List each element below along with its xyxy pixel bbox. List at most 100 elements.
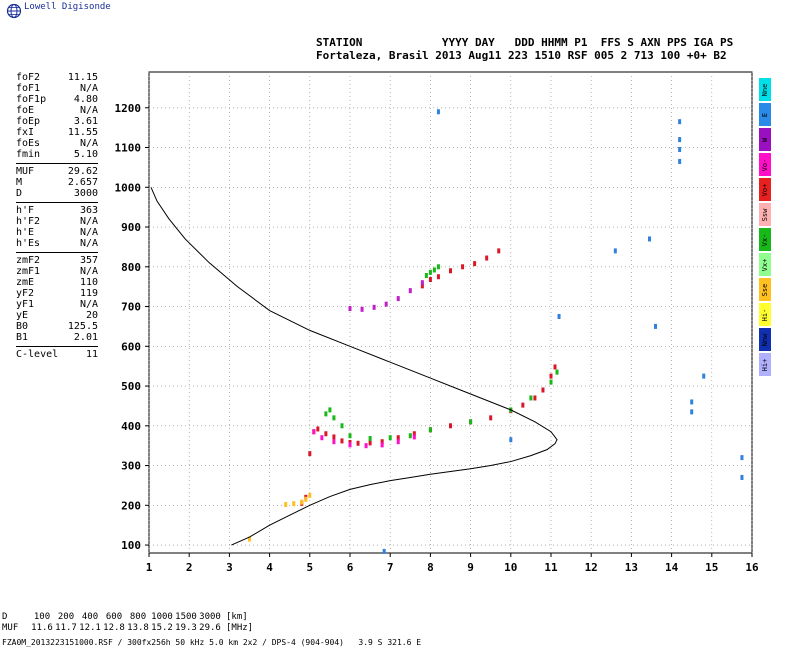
legend-swatch: E (759, 103, 771, 126)
legend-label: Vo+ (761, 183, 769, 196)
legend-swatch: Vo- (759, 153, 771, 176)
echo-point (428, 277, 432, 283)
muf-distance-table: D 100 200 400 600 800 1000 1500 3000 [km… (2, 612, 266, 634)
legend-label: Nnw (761, 333, 769, 346)
param-row: MUF 29.62 (16, 166, 98, 177)
param-row: foF2 11.15 (16, 72, 98, 83)
echo-point (690, 409, 694, 415)
echo-point (324, 411, 328, 417)
y-tick-label: 300 (121, 460, 141, 473)
legend-swatch: Sse (759, 278, 771, 301)
echo-point (647, 236, 651, 242)
echo-point (432, 267, 436, 273)
echo-point (368, 436, 372, 442)
param-name: h'E (16, 227, 35, 238)
x-tick-label: 9 (467, 561, 474, 574)
echo-point (360, 306, 364, 312)
echo-point (380, 442, 384, 448)
echo-point (348, 433, 352, 439)
legend-label: Nne (761, 83, 769, 96)
param-name: foE (16, 105, 35, 116)
param-row: yF2 119 (16, 288, 98, 299)
param-row: zmE 110 (16, 277, 98, 288)
echo-point (308, 492, 312, 498)
param-value: 125.5 (67, 321, 98, 332)
param-value: N/A (79, 238, 98, 249)
param-name: foEp (16, 116, 41, 127)
param-name: zmF1 (16, 266, 41, 277)
echo-point (348, 442, 352, 448)
param-name: h'Es (16, 238, 41, 249)
legend-swatch: Ssw (759, 203, 771, 226)
y-tick-label: 900 (121, 221, 141, 234)
param-value: 110 (79, 277, 98, 288)
legend-swatch: Vo+ (759, 178, 771, 201)
y-tick-label: 700 (121, 301, 141, 314)
echo-point (408, 288, 412, 294)
param-row: foF1 N/A (16, 83, 98, 94)
echo-point (320, 435, 324, 441)
echo-point (449, 423, 452, 429)
echo-point (740, 474, 744, 480)
distance-unit: [km] (226, 612, 248, 622)
echo-point (509, 437, 513, 443)
param-value: 20 (85, 310, 98, 321)
echo-point (449, 268, 452, 274)
muf-value: 19.3 (175, 623, 197, 633)
x-tick-label: 5 (306, 561, 313, 574)
param-name: zmF2 (16, 255, 41, 266)
x-tick-label: 10 (504, 561, 517, 574)
echo-point (284, 502, 288, 508)
echo-point (436, 264, 440, 270)
distance-value: 400 (81, 612, 99, 622)
param-value: 11.55 (67, 127, 98, 138)
param-name: zmE (16, 277, 35, 288)
param-row: h'Es N/A (16, 238, 98, 249)
echo-point (557, 313, 561, 319)
param-value: 29.62 (67, 166, 98, 177)
echo-point (292, 501, 296, 507)
distance-value: 1500 (175, 612, 197, 622)
param-name: h'F (16, 205, 35, 216)
legend-label: E (761, 112, 769, 117)
param-value: N/A (79, 227, 98, 238)
x-tick-label: 11 (544, 561, 558, 574)
echo-point (356, 440, 360, 446)
param-row: yE 20 (16, 310, 98, 321)
x-tick-label: 15 (705, 561, 718, 574)
echo-point (678, 147, 682, 153)
param-row: foE N/A (16, 105, 98, 116)
echo-point (332, 439, 336, 445)
param-value: 119 (79, 288, 98, 299)
x-tick-label: 8 (427, 561, 434, 574)
echo-point (521, 402, 525, 408)
echo-point (372, 304, 376, 310)
echo-point (553, 364, 557, 370)
param-name: B1 (16, 332, 29, 343)
echo-point (380, 439, 384, 445)
echo-point (396, 296, 400, 302)
param-row: fmin 5.10 (16, 149, 98, 160)
echo-point (308, 451, 312, 457)
param-name: MUF (16, 166, 35, 177)
distance-value: 100 (33, 612, 51, 622)
echo-point (489, 415, 493, 421)
x-tick-label: 14 (665, 561, 679, 574)
param-name: yF2 (16, 288, 35, 299)
brand-name: Lowell Digisonde (24, 2, 111, 12)
distance-value: 1000 (151, 612, 173, 622)
param-row: foEp 3.61 (16, 116, 98, 127)
distance-value: 600 (105, 612, 123, 622)
param-row: fxI 11.55 (16, 127, 98, 138)
echo-point (316, 426, 320, 432)
y-tick-label: 1100 (115, 142, 142, 155)
param-name: B0 (16, 321, 29, 332)
param-name: M (16, 177, 23, 188)
echo-point (332, 434, 336, 440)
plot-frame (148, 71, 753, 554)
param-name: fxI (16, 127, 35, 138)
y-tick-label: 600 (121, 340, 141, 353)
param-name: fmin (16, 149, 41, 160)
x-tick-label: 4 (266, 561, 273, 574)
echo-point (678, 158, 682, 164)
